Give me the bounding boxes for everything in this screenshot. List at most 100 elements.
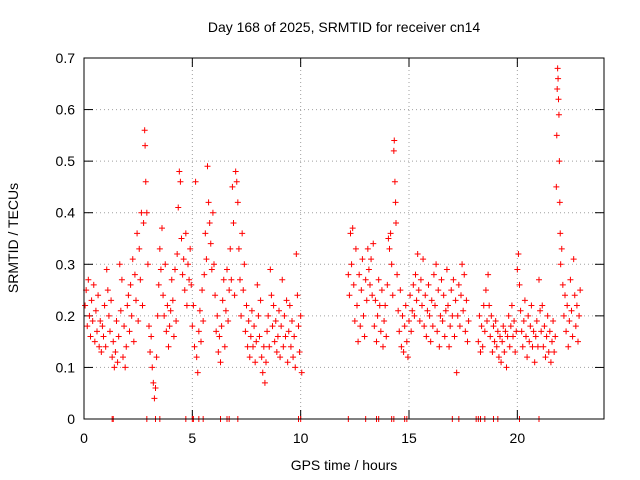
data-point [386, 245, 393, 252]
data-point [531, 359, 538, 366]
data-point [514, 266, 521, 273]
data-point [217, 359, 224, 366]
data-point [378, 287, 385, 294]
data-point [109, 354, 116, 361]
data-point [294, 292, 301, 299]
data-point [406, 318, 412, 325]
data-point [532, 333, 539, 340]
data-point [220, 276, 227, 283]
data-point [554, 65, 561, 72]
data-point [403, 338, 410, 345]
data-point [440, 292, 447, 299]
data-point [392, 199, 399, 206]
data-point [356, 271, 363, 278]
data-point [370, 240, 377, 247]
data-point [455, 281, 462, 288]
data-point [125, 292, 132, 299]
data-point [266, 343, 273, 350]
data-point [357, 323, 364, 330]
data-point [213, 328, 220, 335]
data-point [394, 271, 401, 278]
data-point [276, 307, 282, 314]
data-point [553, 132, 560, 139]
data-point [429, 323, 436, 330]
data-point [85, 276, 92, 283]
data-point [480, 302, 487, 309]
data-point [381, 318, 388, 325]
data-point [363, 297, 370, 304]
data-point [553, 183, 560, 190]
data-point [427, 338, 434, 345]
data-point [261, 379, 268, 386]
data-point [185, 261, 191, 268]
data-point [293, 250, 300, 257]
data-point [533, 318, 540, 325]
data-point [507, 323, 514, 330]
data-point [282, 333, 289, 340]
data-point [453, 369, 460, 376]
data-point [461, 271, 468, 278]
grid-lines [84, 58, 604, 419]
data-point [238, 312, 245, 319]
data-point [211, 261, 217, 268]
data-point [465, 318, 472, 325]
data-point [137, 276, 144, 283]
x-tick-label: 15 [401, 430, 417, 446]
data-point [567, 276, 574, 283]
data-point [439, 318, 446, 325]
data-point [91, 338, 98, 345]
data-point [188, 281, 195, 288]
data-point [360, 312, 367, 319]
data-point [542, 354, 549, 361]
data-point [255, 312, 262, 319]
data-point [189, 323, 196, 330]
chart-title: Day 168 of 2025, SRMTID for receiver cn1… [208, 19, 481, 35]
data-point [479, 343, 486, 350]
data-point [559, 281, 566, 288]
data-point [377, 328, 384, 335]
data-point [207, 240, 214, 247]
data-point [250, 343, 256, 350]
data-point [416, 318, 423, 325]
data-point [482, 287, 489, 294]
data-point [201, 271, 208, 278]
data-point [478, 323, 485, 330]
data-point [423, 333, 430, 340]
data-point [382, 302, 389, 309]
data-point [577, 287, 584, 294]
data-point [428, 297, 435, 304]
data-point [127, 281, 134, 288]
data-point [230, 220, 237, 227]
data-point [134, 230, 141, 237]
data-point [518, 328, 525, 335]
data-point [155, 281, 162, 288]
data-point [359, 256, 366, 263]
data-point [229, 183, 236, 190]
data-point [95, 292, 102, 299]
data-point [365, 266, 372, 273]
data-point [446, 343, 453, 350]
data-point [412, 271, 419, 278]
data-point [554, 85, 561, 92]
data-point [154, 312, 161, 319]
data-point [420, 256, 427, 263]
data-point [558, 245, 565, 252]
data-point [199, 287, 206, 294]
data-point [162, 261, 169, 268]
data-point [505, 312, 512, 319]
data-point [573, 302, 580, 309]
data-point [110, 338, 117, 345]
data-point [172, 266, 178, 273]
data-point [355, 338, 362, 345]
data-point [566, 318, 573, 325]
data-point [419, 302, 425, 309]
data-point [387, 230, 394, 237]
data-point [202, 230, 209, 237]
data-point [279, 276, 286, 283]
data-point [552, 333, 559, 340]
data-point [511, 318, 518, 325]
data-point [484, 318, 490, 325]
data-point [231, 292, 238, 299]
data-point [89, 318, 96, 325]
data-point [426, 312, 433, 319]
